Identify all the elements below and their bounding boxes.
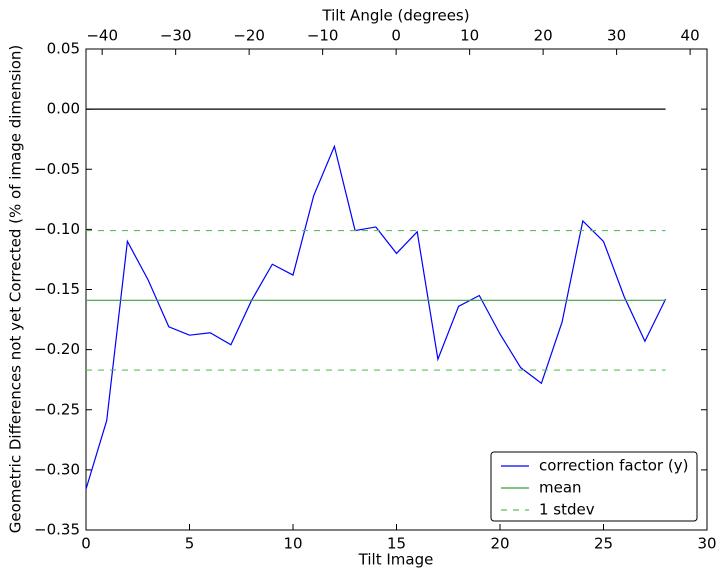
data-line <box>85 144 667 490</box>
x2-tick-label: 10 <box>460 27 479 45</box>
y-tick-label: −0.20 <box>34 340 80 358</box>
x-axis-label: Tilt Image <box>358 551 434 569</box>
x2-tick-label: 0 <box>391 27 401 45</box>
x-tick-label: 30 <box>697 535 716 553</box>
x2-axis-label: Tilt Angle (degrees) <box>321 7 469 25</box>
x2-tick-label: 40 <box>681 27 700 45</box>
x-tick-label: 5 <box>185 535 195 553</box>
y-tick-label: −0.35 <box>34 521 80 539</box>
x2-tick-label: 20 <box>534 27 553 45</box>
x2-tick-label: −30 <box>160 27 192 45</box>
x-tick-label: 15 <box>387 535 406 553</box>
legend-label: mean <box>539 479 582 497</box>
y-tick-label: −0.30 <box>34 460 80 478</box>
legend-label: correction factor (y) <box>539 457 688 475</box>
y-tick-label: 0.00 <box>47 100 80 118</box>
legend-label: 1 stdev <box>539 501 595 519</box>
x2-tick-label: −40 <box>86 27 118 45</box>
legend-box <box>490 451 698 522</box>
y-axis-label: Geometric Differences not yet Corrected … <box>7 45 25 534</box>
x2-tick-label: −20 <box>233 27 265 45</box>
x2-tick-label: −10 <box>307 27 339 45</box>
y-tick-label: 0.05 <box>47 40 80 58</box>
x2-tick-label: 30 <box>607 27 626 45</box>
x-tick-label: 25 <box>594 535 613 553</box>
y-tick-label: −0.15 <box>34 280 80 298</box>
x-tick-label: 10 <box>283 535 302 553</box>
y-tick-label: −0.10 <box>34 220 80 238</box>
y-tick-label: −0.25 <box>34 400 80 418</box>
x-tick-label: 0 <box>81 535 91 553</box>
x-tick-label: 20 <box>490 535 509 553</box>
y-tick-label: −0.05 <box>34 160 80 178</box>
